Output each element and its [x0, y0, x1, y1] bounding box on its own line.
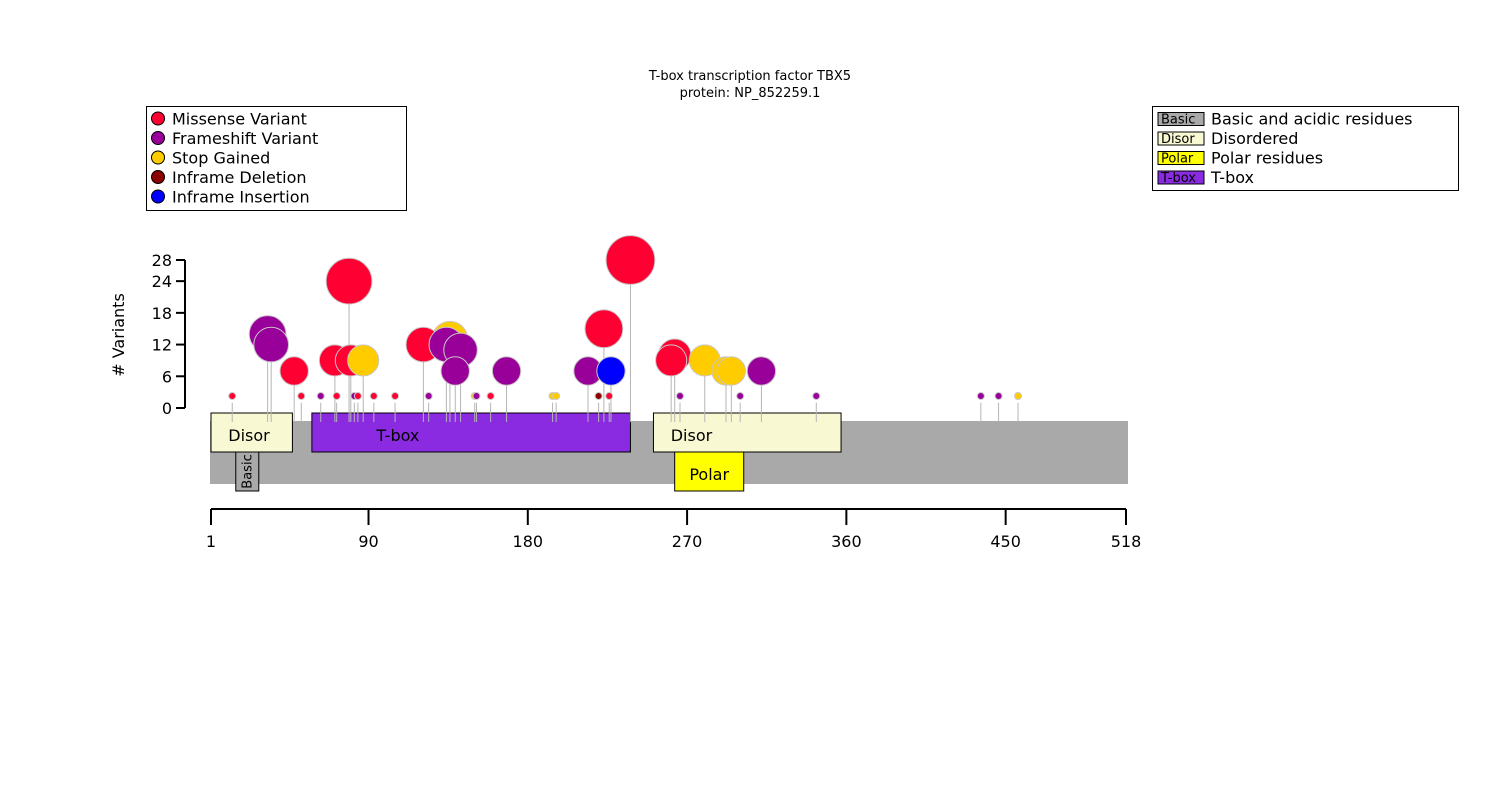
- x-axis: 1 90 180 270 360 450 518: [206, 508, 1142, 551]
- variant-missense-variant: [369, 392, 378, 400]
- chart-subtitle: protein: NP_852259.1: [680, 86, 821, 101]
- domain-layer: Disor T-box Disor Polar Basic: [210, 412, 842, 492]
- variant-frameshift-variant: [976, 392, 985, 400]
- legend-label: Stop Gained: [172, 149, 270, 168]
- legend-swatch-polar: [1157, 151, 1205, 165]
- variant-missense-variant: [332, 392, 341, 400]
- variant-inframe-insertion: [596, 356, 626, 386]
- variant-frameshift-variant: [472, 392, 481, 400]
- variant-missense-variant: [584, 309, 624, 349]
- legend-swatch-label: Disor: [1161, 132, 1195, 147]
- domain-label: Basic: [240, 454, 255, 488]
- domain-legend: Basic Basic and acidic residues Disor Disor…: [1152, 106, 1459, 191]
- x-tick-label: 450: [990, 532, 1021, 551]
- variant-missense-variant: [486, 392, 495, 400]
- domain-label: Disor: [228, 426, 270, 445]
- legend-swatch-label: Polar: [1161, 152, 1194, 167]
- legend-swatch-disor: [1157, 131, 1205, 146]
- variant-stop-gained: [552, 392, 561, 400]
- legend-marker-missense-variant: [151, 111, 165, 126]
- variant-missense-variant: [605, 392, 614, 400]
- variant-frameshift-variant: [994, 392, 1003, 400]
- variant-frameshift-variant: [746, 356, 777, 386]
- variant-missense-variant: [297, 392, 306, 400]
- variant-missense-variant: [325, 257, 373, 305]
- legend-swatch-t-box: [1157, 170, 1205, 185]
- y-tick-label: 6: [162, 367, 172, 386]
- variant-frameshift-variant: [812, 392, 821, 400]
- legend-label: Basic and acidic residues: [1211, 110, 1413, 129]
- legend-label: Polar residues: [1211, 149, 1323, 168]
- legend-swatch-label: Basic: [1161, 113, 1195, 128]
- variant-stop-gained: [1014, 392, 1023, 400]
- legend-marker-inframe-insertion: [151, 189, 165, 204]
- x-tick-label: 270: [672, 532, 703, 551]
- variant-stop-gained: [347, 344, 380, 377]
- variant-missense-variant: [353, 392, 362, 400]
- domain-label: T-box: [375, 426, 419, 445]
- legend-label: Frameshift Variant: [172, 129, 318, 148]
- y-axis-label: # Variants: [109, 293, 128, 377]
- legend-label: Inframe Insertion: [172, 188, 310, 207]
- variant-missense-variant: [279, 356, 309, 386]
- variant-missense-variant: [228, 392, 237, 400]
- variant-missense-variant: [391, 392, 400, 400]
- domain-t-box: [311, 412, 631, 453]
- y-axis: 0 6 12 18 24 28: [152, 251, 186, 418]
- domain-disor: [210, 412, 293, 453]
- domain-label: Disor: [671, 426, 713, 445]
- y-tick-label: 24: [152, 272, 172, 291]
- x-tick-label: 180: [513, 532, 544, 551]
- legend-marker-inframe-deletion: [151, 170, 165, 184]
- variant-missense-variant: [655, 344, 688, 377]
- variant-frameshift-variant: [253, 326, 290, 363]
- y-tick-label: 12: [152, 336, 172, 355]
- variant-frameshift-variant: [491, 356, 522, 386]
- x-tick-label: 360: [831, 532, 862, 551]
- legend-label: Inframe Deletion: [172, 168, 307, 187]
- domain-disor: [652, 412, 842, 453]
- legend-marker-frameshift-variant: [151, 131, 165, 145]
- variant-frameshift-variant: [424, 392, 433, 400]
- variant-frameshift-variant: [676, 392, 685, 400]
- y-tick-label: 28: [152, 251, 172, 270]
- variant-inframe-deletion: [594, 392, 603, 400]
- y-tick-label: 18: [152, 304, 172, 323]
- variant-layer: [228, 235, 1023, 400]
- variant-stop-gained: [716, 356, 747, 386]
- legend-marker-stop-gained: [151, 150, 165, 165]
- legend-swatch-label: T-box: [1160, 171, 1196, 186]
- chart-title: T-box transcription factor TBX5: [648, 69, 851, 84]
- variant-legend-frame: [146, 106, 407, 211]
- variant-frameshift-variant: [316, 392, 325, 400]
- legend-label: Missense Variant: [172, 110, 307, 129]
- domain-polar: [674, 451, 745, 492]
- x-tick-label: 518: [1111, 532, 1142, 551]
- variant-missense-variant: [605, 235, 656, 285]
- x-tick-label: 1: [206, 532, 216, 551]
- x-tick-label: 90: [358, 532, 378, 551]
- legend-label: T-box: [1210, 168, 1254, 187]
- variant-frameshift-variant: [440, 356, 470, 386]
- legend-swatch-basic: [1157, 112, 1205, 126]
- y-tick-label: 0: [162, 399, 172, 418]
- domain-basic: [235, 451, 260, 492]
- domain-label: Polar: [689, 465, 729, 484]
- legend-label: Disordered: [1211, 129, 1298, 148]
- variant-frameshift-variant: [736, 392, 745, 400]
